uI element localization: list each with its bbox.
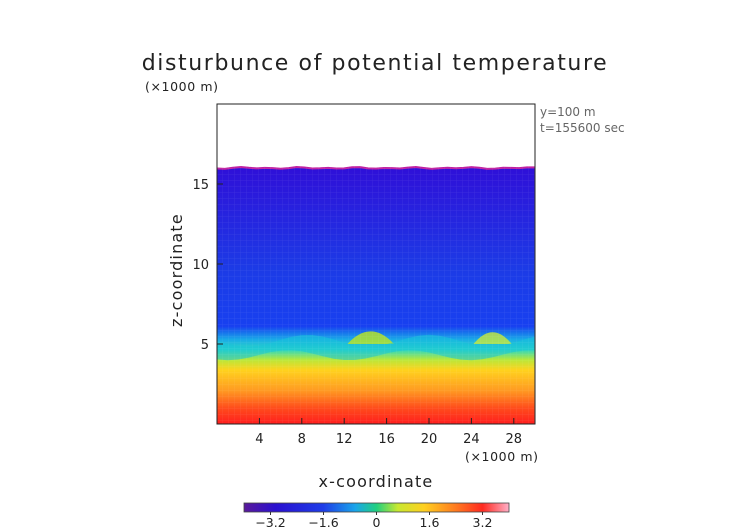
x-axis-ticks: 4 8 12 16 20 24 28 (255, 418, 522, 447)
x-tick-label: 8 (298, 432, 306, 447)
y-axis-ticks: 5 10 15 (192, 178, 223, 353)
colorbar-ticks: −3.2 −1.6 0 1.6 3.2 (255, 512, 492, 530)
annotation-y: y=100 m (540, 105, 596, 119)
x-tick-label: 16 (378, 432, 395, 447)
grid-overlay (217, 104, 535, 424)
x-tick-label: 28 (506, 432, 523, 447)
colorbar-tick-label: 1.6 (420, 515, 440, 530)
y-tick-label: 5 (201, 338, 209, 353)
chart-title: disturbunce of potential temperature (142, 51, 609, 76)
y-axis-label: z-coordinate (167, 213, 186, 327)
x-tick-label: 12 (336, 432, 353, 447)
x-axis-label: x-coordinate (319, 472, 434, 491)
colorbar (243, 502, 510, 513)
colorbar-tick-label: −3.2 (255, 515, 285, 530)
x-tick-label: 4 (255, 432, 263, 447)
y-unit-label: (×1000 m) (145, 79, 219, 94)
y-tick-label: 15 (192, 178, 209, 193)
x-tick-label: 20 (421, 432, 438, 447)
colorbar-tick-label: 3.2 (473, 515, 493, 530)
colorbar-tick-label: −1.6 (308, 515, 338, 530)
annotation-t: t=155600 sec (540, 121, 625, 135)
y-tick-label: 10 (192, 258, 209, 273)
heatmap-field (217, 104, 535, 424)
x-unit-label: (×1000 m) (465, 449, 539, 464)
colorbar-tick-label: 0 (373, 515, 381, 530)
x-tick-label: 24 (463, 432, 480, 447)
